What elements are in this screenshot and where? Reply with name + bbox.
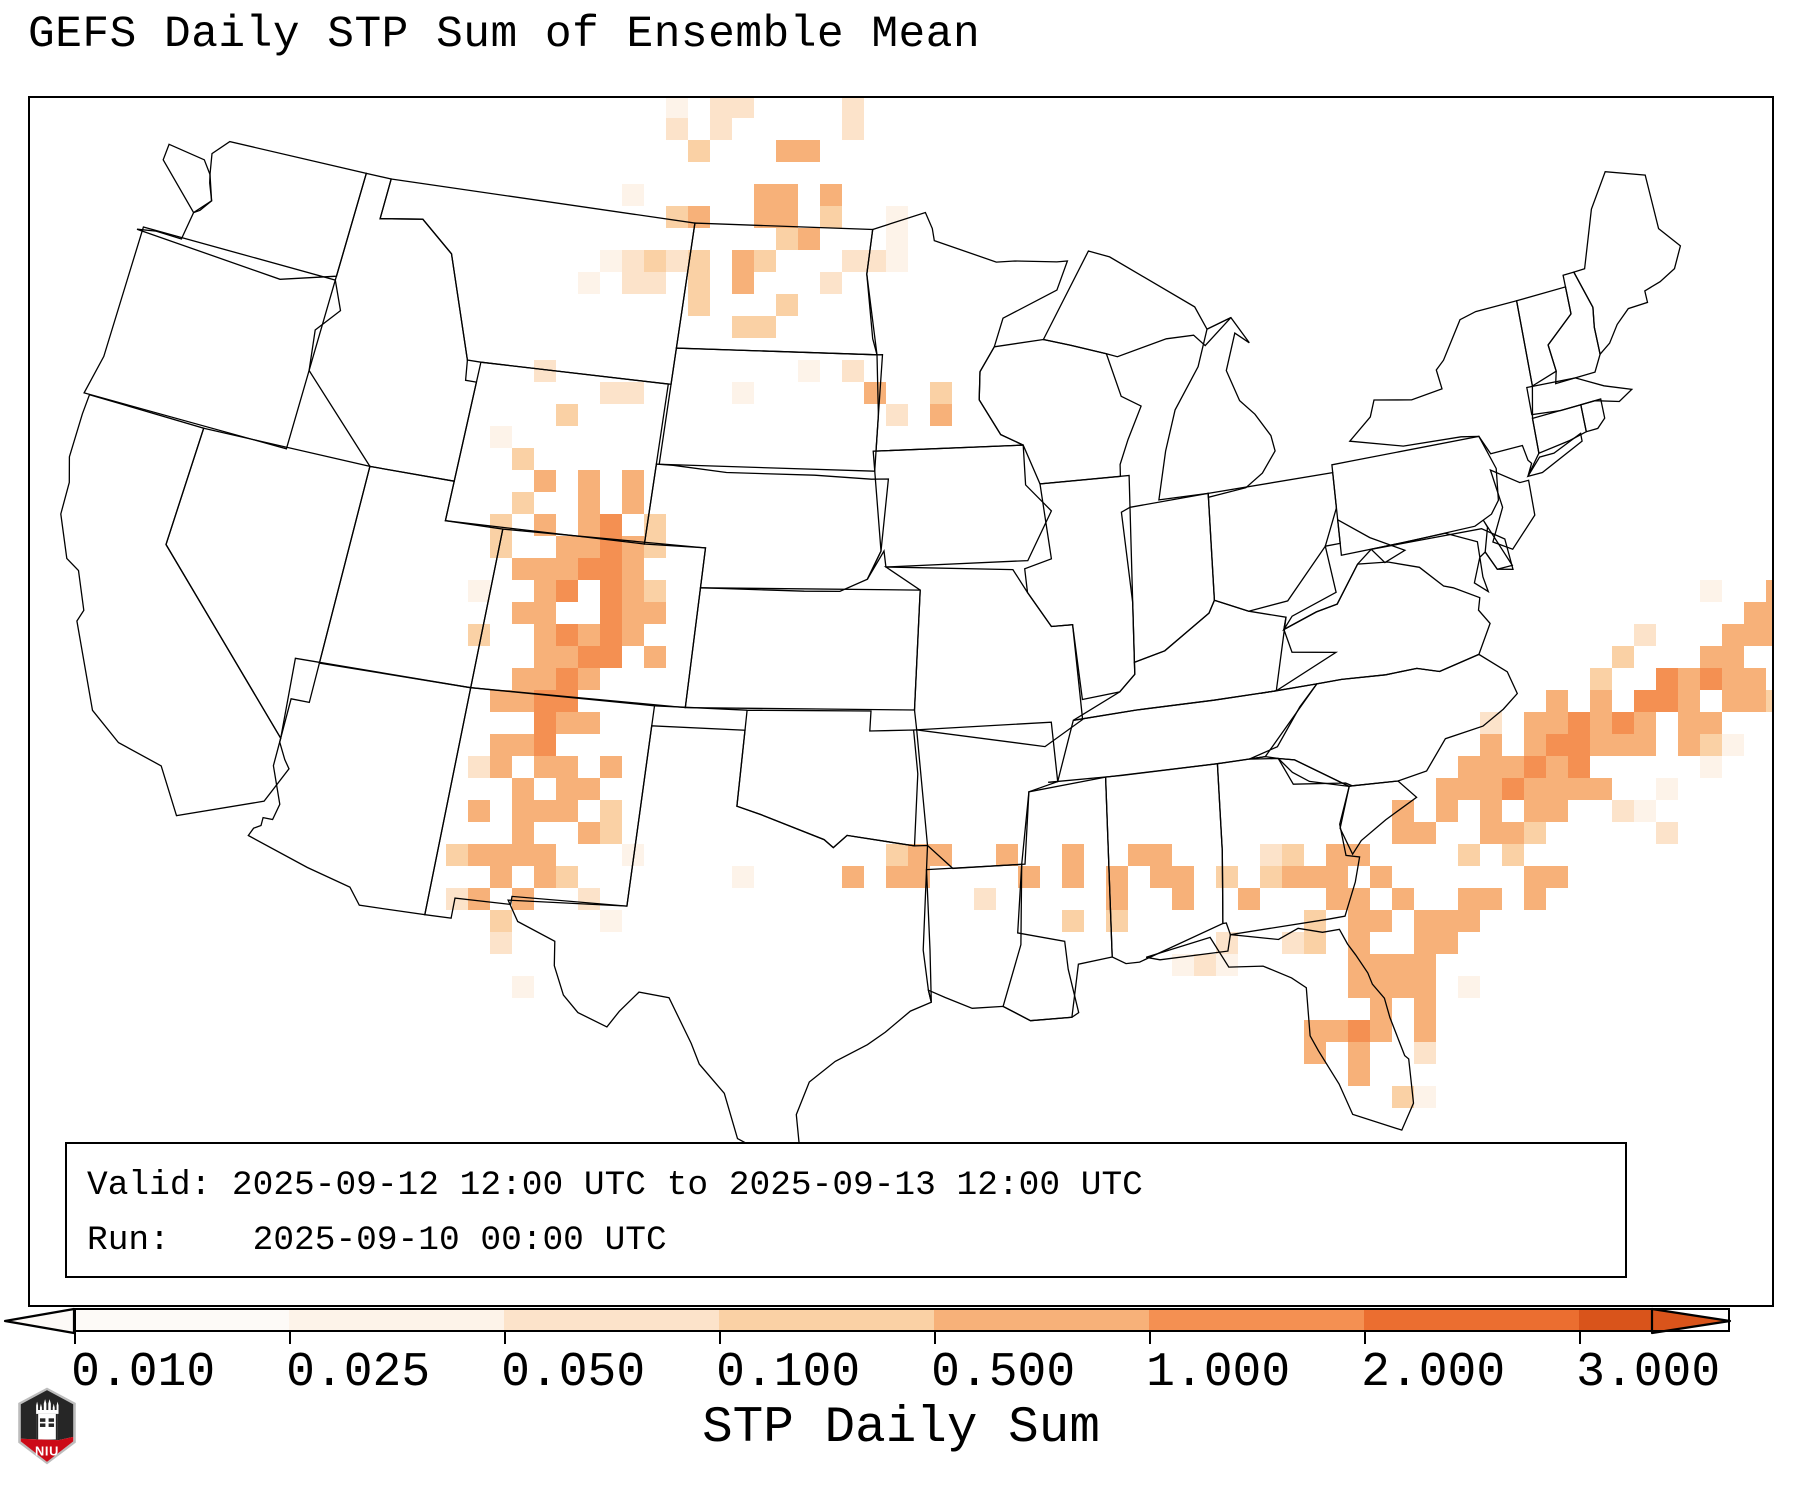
svg-text:NIU: NIU — [35, 1443, 59, 1458]
